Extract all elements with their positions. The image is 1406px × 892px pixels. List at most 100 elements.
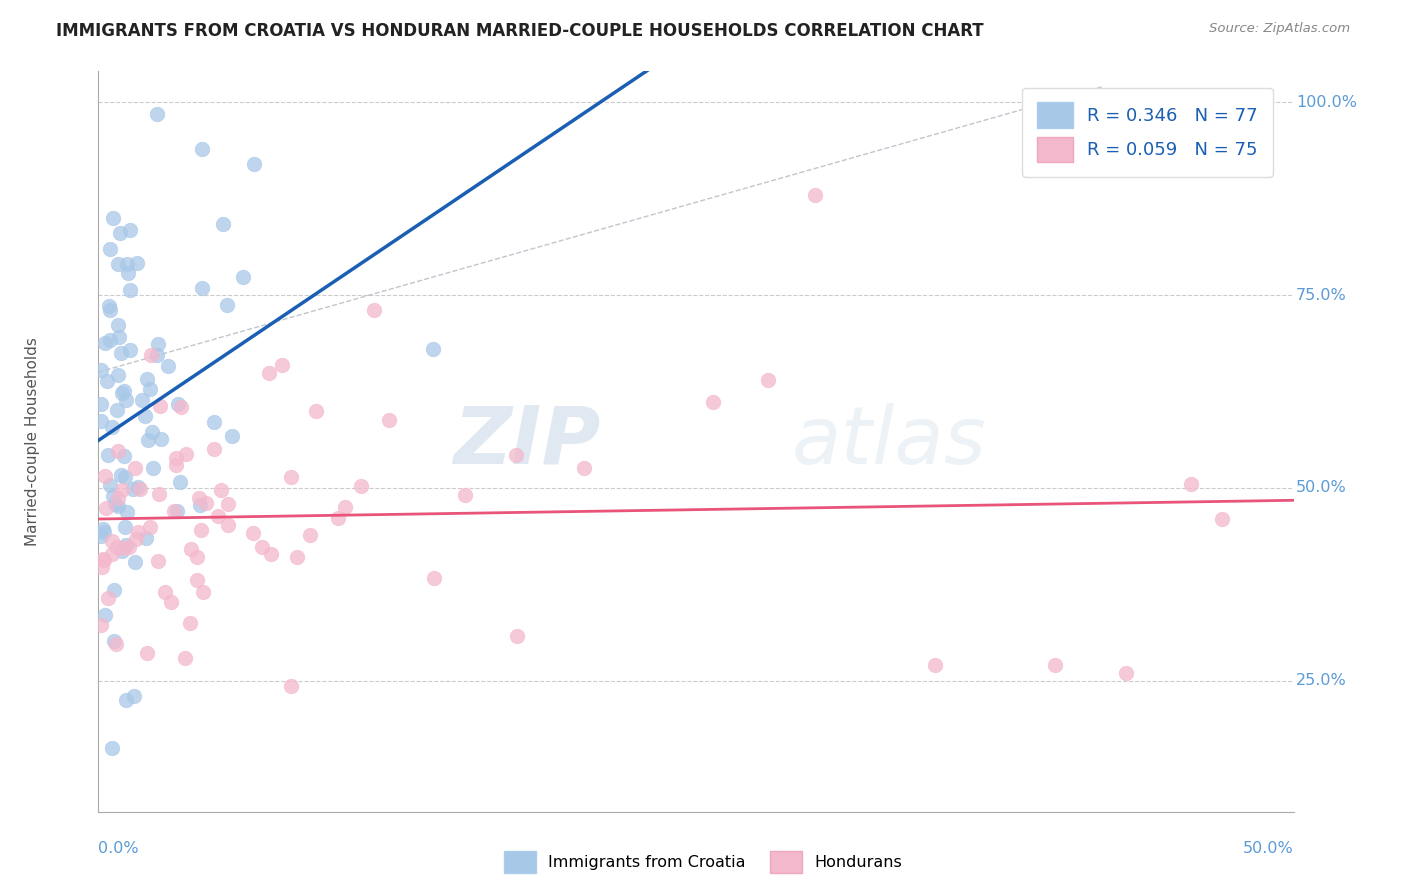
Point	[1180, 476, 1202, 491]
Point	[194, 496, 217, 510]
Text: ZIP: ZIP	[453, 402, 600, 481]
Point	[190, 523, 212, 537]
Point	[257, 366, 280, 380]
Point	[217, 518, 239, 533]
Point	[101, 741, 124, 756]
Point	[148, 399, 170, 413]
Point	[112, 541, 135, 555]
Text: 75.0%: 75.0%	[1296, 287, 1347, 302]
Point	[91, 560, 114, 574]
Point	[90, 414, 112, 428]
Point	[115, 392, 138, 407]
Point	[150, 432, 173, 446]
Point	[120, 343, 142, 358]
Point	[110, 468, 132, 483]
Legend: R = 0.346   N = 77, R = 0.059   N = 75: R = 0.346 N = 77, R = 0.059 N = 75	[1022, 87, 1272, 177]
Point	[166, 504, 188, 518]
Point	[146, 554, 169, 568]
Point	[94, 335, 117, 350]
Point	[259, 547, 281, 561]
Point	[90, 529, 112, 543]
Point	[280, 679, 302, 693]
Point	[117, 505, 139, 519]
Point	[104, 497, 127, 511]
Point	[107, 491, 129, 505]
Point	[363, 302, 385, 317]
Point	[127, 480, 149, 494]
Point	[90, 363, 112, 377]
Text: atlas: atlas	[792, 402, 987, 481]
Point	[107, 443, 129, 458]
Point	[217, 298, 239, 312]
Point	[250, 541, 273, 555]
Point	[103, 582, 125, 597]
Point	[572, 460, 595, 475]
Point	[115, 538, 138, 552]
Point	[422, 342, 444, 356]
Point	[120, 283, 142, 297]
Point	[125, 256, 148, 270]
Point	[111, 483, 134, 497]
Point	[287, 549, 309, 564]
Point	[90, 618, 112, 632]
Point	[202, 442, 225, 457]
Point	[333, 500, 356, 515]
Point	[155, 585, 177, 599]
Point	[135, 531, 157, 545]
Point	[101, 547, 124, 561]
Point	[188, 498, 211, 512]
Text: 50.0%: 50.0%	[1296, 480, 1347, 495]
Point	[924, 658, 946, 673]
Point	[105, 540, 128, 554]
Point	[91, 522, 114, 536]
Point	[98, 477, 121, 491]
Text: Source: ZipAtlas.com: Source: ZipAtlas.com	[1209, 22, 1350, 36]
Point	[145, 348, 167, 362]
Point	[505, 448, 527, 462]
Point	[107, 257, 129, 271]
Point	[98, 333, 121, 347]
Point	[118, 540, 141, 554]
Point	[98, 303, 122, 318]
Point	[702, 395, 724, 409]
Point	[179, 616, 201, 631]
Point	[117, 266, 139, 280]
Point	[108, 227, 131, 241]
Point	[191, 280, 214, 294]
Point	[242, 526, 264, 541]
Point	[148, 487, 170, 501]
Point	[96, 501, 118, 516]
Point	[107, 499, 129, 513]
Point	[103, 634, 125, 648]
Point	[114, 470, 136, 484]
Point	[114, 519, 136, 533]
Point	[350, 479, 373, 493]
Point	[186, 573, 208, 587]
Point	[159, 595, 181, 609]
Point	[146, 337, 169, 351]
Point	[98, 242, 122, 256]
Point	[756, 373, 779, 387]
Point	[136, 433, 159, 447]
Point	[165, 450, 187, 465]
Point	[115, 257, 138, 271]
Point	[326, 510, 349, 524]
Point	[112, 449, 135, 463]
Point	[107, 368, 129, 383]
Point	[124, 689, 146, 703]
Point	[232, 270, 254, 285]
Point	[93, 608, 115, 623]
Point	[1211, 511, 1233, 525]
Point	[90, 396, 112, 410]
Point	[280, 470, 302, 484]
Point	[305, 403, 328, 417]
Point	[139, 519, 162, 533]
Point	[217, 496, 239, 510]
Point	[453, 488, 475, 502]
Point	[270, 358, 292, 372]
Point	[190, 142, 212, 156]
Point	[129, 482, 152, 496]
Point	[299, 528, 322, 542]
Text: Married-couple Households: Married-couple Households	[25, 337, 41, 546]
Point	[378, 413, 401, 427]
